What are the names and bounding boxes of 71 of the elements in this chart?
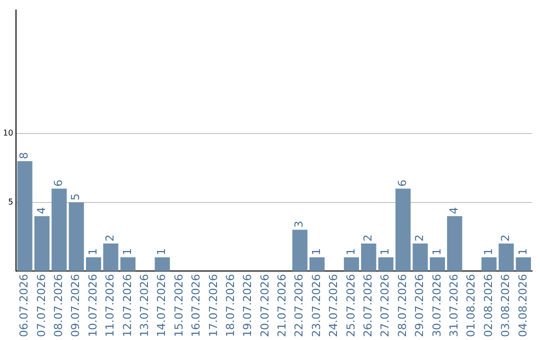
x-tick-label: 31.07.2026 <box>447 274 460 338</box>
bar <box>86 257 102 272</box>
x-tick-label: 23.07.2026 <box>310 274 323 338</box>
x-tick-label: 16.07.2026 <box>190 274 203 338</box>
x-tick-label: 03.08.2026 <box>499 274 512 338</box>
bar <box>430 257 445 272</box>
bar <box>395 188 411 272</box>
data-label: 1 <box>344 248 358 256</box>
x-tick-label: 11.07.2026 <box>104 274 117 338</box>
bar <box>412 244 428 272</box>
bar <box>378 257 394 272</box>
data-label: 1 <box>86 248 100 256</box>
bar <box>34 216 50 272</box>
x-tick-label: 27.07.2026 <box>378 274 392 338</box>
x-tick-label: 20.07.2026 <box>258 274 272 338</box>
data-label: 4 <box>34 207 48 214</box>
bar <box>481 257 497 272</box>
x-tick-label: 06.07.2026 <box>18 274 31 338</box>
data-label: 5 <box>69 193 82 200</box>
x-tick-label: 26.07.2026 <box>362 274 375 338</box>
data-label: 2 <box>413 234 426 242</box>
x-tick-label: 12.07.2026 <box>120 274 134 338</box>
bar <box>516 257 531 272</box>
x-tick-label: 08.07.2026 <box>52 274 66 338</box>
x-tick-label: 22.07.2026 <box>292 274 306 338</box>
data-label: 8 <box>18 152 31 160</box>
x-tick-label: 30.07.2026 <box>430 274 444 338</box>
bar <box>447 216 462 272</box>
data-label: 1 <box>482 248 495 256</box>
x-tick-label: 29.07.2026 <box>413 274 426 338</box>
x-tick-label: 19.07.2026 <box>241 274 254 338</box>
x-tick-label: 21.07.2026 <box>276 274 289 338</box>
bar <box>120 257 136 272</box>
bar <box>361 244 376 272</box>
data-label: 1 <box>310 248 323 256</box>
data-label: 6 <box>52 180 66 187</box>
data-label: 3 <box>292 220 306 228</box>
bar <box>103 244 118 272</box>
x-tick-label: 28.07.2026 <box>396 274 409 338</box>
x-tick-label: 13.07.2026 <box>138 274 151 338</box>
data-label: 1 <box>378 248 392 256</box>
x-tick-label: 07.07.2026 <box>34 274 48 338</box>
bar <box>498 244 514 272</box>
bar <box>68 202 84 272</box>
data-label: 6 <box>396 180 409 187</box>
bar <box>292 230 308 272</box>
data-label: 1 <box>120 248 134 256</box>
x-tick-label: 10.07.2026 <box>86 274 100 338</box>
bar <box>154 257 170 272</box>
data-label: 1 <box>516 248 530 256</box>
y-tick-label: 10 <box>2 128 14 138</box>
x-tick-label: 01.08.2026 <box>464 274 478 338</box>
data-label: 1 <box>155 248 168 256</box>
x-tick-label: 24.07.2026 <box>327 274 340 338</box>
data-label: 2 <box>499 234 512 242</box>
x-tick-label: 15.07.2026 <box>172 274 186 338</box>
data-label: 2 <box>104 234 117 242</box>
data-label: 4 <box>447 207 460 214</box>
x-tick-label: 14.07.2026 <box>155 274 168 338</box>
x-tick-label: 09.07.2026 <box>69 274 82 338</box>
x-tick-label: 25.07.2026 <box>344 274 358 338</box>
x-tick-label: 18.07.2026 <box>224 274 237 338</box>
bar <box>17 161 32 272</box>
data-label: 1 <box>430 248 444 256</box>
data-label: 2 <box>362 234 375 242</box>
bar <box>344 257 360 272</box>
bar <box>52 188 67 272</box>
x-tick-label: 04.08.2026 <box>516 274 530 338</box>
x-tick-label: 02.08.2026 <box>482 274 495 338</box>
bar <box>310 257 325 272</box>
x-tick-label: 17.07.2026 <box>206 274 220 338</box>
